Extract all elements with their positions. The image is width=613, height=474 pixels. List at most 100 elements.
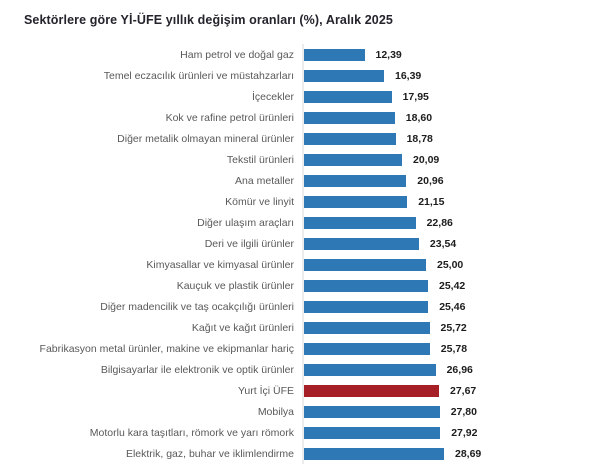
value-label: 20,09 bbox=[413, 153, 440, 166]
bar bbox=[304, 153, 402, 166]
bar-track: 18,60 bbox=[302, 107, 613, 128]
bar-track: 22,86 bbox=[302, 212, 613, 233]
bar-track: 27,92 bbox=[302, 422, 613, 443]
category-label: Diğer ulaşım araçları bbox=[197, 216, 294, 229]
chart-row: Fabrikasyon metal ürünler, makine ve eki… bbox=[0, 338, 613, 359]
category-label: Diğer metalik olmayan mineral ürünler bbox=[117, 132, 294, 145]
bar bbox=[304, 321, 430, 334]
value-label: 18,60 bbox=[405, 111, 433, 124]
bar-track: 25,78 bbox=[302, 338, 613, 359]
bar bbox=[304, 216, 416, 229]
chart-row: Ham petrol ve doğal gaz 12,39 bbox=[0, 44, 613, 65]
category-label: Kok ve rafine petrol ürünleri bbox=[165, 111, 294, 124]
value-label: 12,39 bbox=[375, 48, 402, 61]
value-label: 20,96 bbox=[417, 174, 444, 187]
category-label: İçecekler bbox=[251, 90, 294, 103]
value-label: 23,54 bbox=[429, 237, 457, 250]
bar-track: 21,15 bbox=[302, 191, 613, 212]
bar bbox=[304, 195, 408, 208]
category-label: Diğer madencilik ve taş ocakçılığı ürünl… bbox=[100, 300, 294, 313]
bar-track: 18,78 bbox=[302, 128, 613, 149]
bar-track: 25,42 bbox=[302, 275, 613, 296]
bar-track: 20,96 bbox=[302, 170, 613, 191]
bar-track: 25,00 bbox=[302, 254, 613, 275]
bar-track: 28,69 bbox=[302, 443, 613, 464]
bar bbox=[304, 132, 396, 145]
chart-row: Bilgisayarlar ile elektronik ve optik ür… bbox=[0, 359, 613, 380]
bar bbox=[304, 405, 440, 418]
value-label: 18,78 bbox=[406, 132, 433, 145]
chart-row: Diğer metalik olmayan mineral ürünler 18,… bbox=[0, 128, 613, 149]
bar bbox=[304, 300, 429, 313]
category-label: Motorlu kara taşıtları, römork ve yarı r… bbox=[89, 426, 294, 439]
category-label: Yurt İçi ÜFE bbox=[237, 384, 294, 397]
chart-row: Yurt İçi ÜFE 27,67 bbox=[0, 380, 613, 401]
category-label: Deri ve ilgili ürünler bbox=[204, 237, 294, 250]
bar-track: 27,67 bbox=[302, 380, 613, 401]
bar-chart: Ham petrol ve doğal gaz 12,39 Temel eczacı… bbox=[0, 44, 613, 464]
bar-track: 27,80 bbox=[302, 401, 613, 422]
category-label: Elektrik, gaz, buhar ve iklimlendirme bbox=[125, 447, 294, 460]
bar bbox=[304, 111, 395, 124]
bar bbox=[304, 258, 426, 271]
value-label: 25,72 bbox=[440, 321, 467, 334]
bar-track: 26,96 bbox=[302, 359, 613, 380]
chart-row: Mobilya 27,80 bbox=[0, 401, 613, 422]
bar-track: 12,39 bbox=[302, 44, 613, 65]
bar-track: 17,95 bbox=[302, 86, 613, 107]
category-label: Fabrikasyon metal ürünler, makine ve eki… bbox=[39, 342, 294, 355]
category-label: Temel eczacılık ürünleri ve müstahzarlar… bbox=[103, 69, 294, 82]
category-label: Ham petrol ve doğal gaz bbox=[180, 48, 294, 61]
bar bbox=[304, 174, 407, 187]
chart-row: Kömür ve linyit 21,15 bbox=[0, 191, 613, 212]
value-label: 25,00 bbox=[437, 258, 464, 271]
value-label: 25,78 bbox=[440, 342, 468, 355]
category-label: Bilgisayarlar ile elektronik ve optik ür… bbox=[100, 363, 294, 376]
bar bbox=[304, 426, 441, 439]
chart-title: Sektörlere göre Yİ-ÜFE yıllık değişim or… bbox=[24, 13, 393, 27]
chart-row: Kok ve rafine petrol ürünleri 18,60 bbox=[0, 107, 613, 128]
value-label: 27,92 bbox=[451, 426, 478, 439]
value-label: 25,46 bbox=[439, 300, 466, 313]
chart-row: Kauçuk ve plastik ürünler 25,42 bbox=[0, 275, 613, 296]
category-label: Kimyasallar ve kimyasal ürünler bbox=[146, 258, 294, 271]
bar bbox=[304, 48, 365, 61]
bar bbox=[304, 363, 436, 376]
value-label: 16,39 bbox=[395, 69, 422, 82]
chart-row: İçecekler 17,95 bbox=[0, 86, 613, 107]
value-label: 22,86 bbox=[426, 216, 453, 229]
bar-track: 23,54 bbox=[302, 233, 613, 254]
chart-row: Ana metaller 20,96 bbox=[0, 170, 613, 191]
chart-row: Deri ve ilgili ürünler 23,54 bbox=[0, 233, 613, 254]
chart-row: Tekstil ürünleri 20,09 bbox=[0, 149, 613, 170]
chart-row: Temel eczacılık ürünleri ve müstahzarlar… bbox=[0, 65, 613, 86]
category-label: Tekstil ürünleri bbox=[226, 153, 294, 166]
value-label: 27,80 bbox=[450, 405, 477, 418]
chart-row: Motorlu kara taşıtları, römork ve yarı r… bbox=[0, 422, 613, 443]
bar-track: 25,72 bbox=[302, 317, 613, 338]
value-label: 26,96 bbox=[446, 363, 473, 376]
value-label: 17,95 bbox=[402, 90, 429, 103]
bar-track: 20,09 bbox=[302, 149, 613, 170]
bar bbox=[304, 69, 384, 82]
chart-row: Elektrik, gaz, buhar ve iklimlendirme 28,… bbox=[0, 443, 613, 464]
value-label: 27,67 bbox=[450, 384, 477, 397]
bar bbox=[304, 90, 392, 103]
bar bbox=[304, 237, 419, 250]
chart-row: Kağıt ve kağıt ürünleri 25,72 bbox=[0, 317, 613, 338]
bar-track: 25,46 bbox=[302, 296, 613, 317]
chart-row: Diğer ulaşım araçları 22,86 bbox=[0, 212, 613, 233]
value-label: 28,69 bbox=[455, 447, 482, 460]
chart-row: Diğer madencilik ve taş ocakçılığı ürünl… bbox=[0, 296, 613, 317]
bar bbox=[304, 342, 430, 355]
category-label: Kauçuk ve plastik ürünler bbox=[176, 279, 294, 292]
highlight-bar bbox=[304, 384, 439, 397]
bar-track: 16,39 bbox=[302, 65, 613, 86]
category-label: Ana metaller bbox=[235, 174, 294, 187]
bar bbox=[304, 279, 428, 292]
chart-row: Kimyasallar ve kimyasal ürünler 25,00 bbox=[0, 254, 613, 275]
value-label: 21,15 bbox=[418, 195, 445, 208]
category-label: Mobilya bbox=[257, 405, 294, 418]
category-label: Kömür ve linyit bbox=[225, 195, 294, 208]
